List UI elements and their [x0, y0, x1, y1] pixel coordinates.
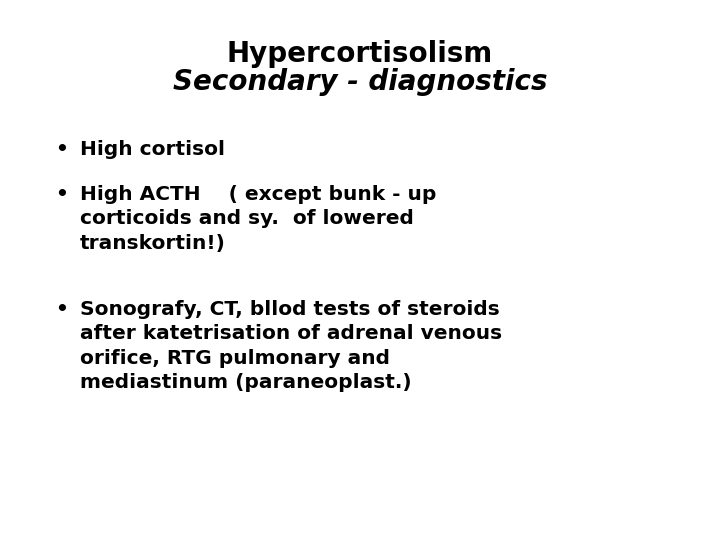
- Text: •: •: [55, 300, 68, 319]
- Text: High ACTH    ( except bunk - up
corticoids and sy.  of lowered
transkortin!): High ACTH ( except bunk - up corticoids …: [80, 185, 436, 253]
- Text: Sonografy, CT, bllod tests of steroids
after katetrisation of adrenal venous
ori: Sonografy, CT, bllod tests of steroids a…: [80, 300, 502, 392]
- Text: •: •: [55, 185, 68, 204]
- Text: •: •: [55, 140, 68, 159]
- Text: Hypercortisolism: Hypercortisolism: [227, 40, 493, 68]
- Text: Secondary - diagnostics: Secondary - diagnostics: [173, 68, 547, 96]
- Text: High cortisol: High cortisol: [80, 140, 225, 159]
